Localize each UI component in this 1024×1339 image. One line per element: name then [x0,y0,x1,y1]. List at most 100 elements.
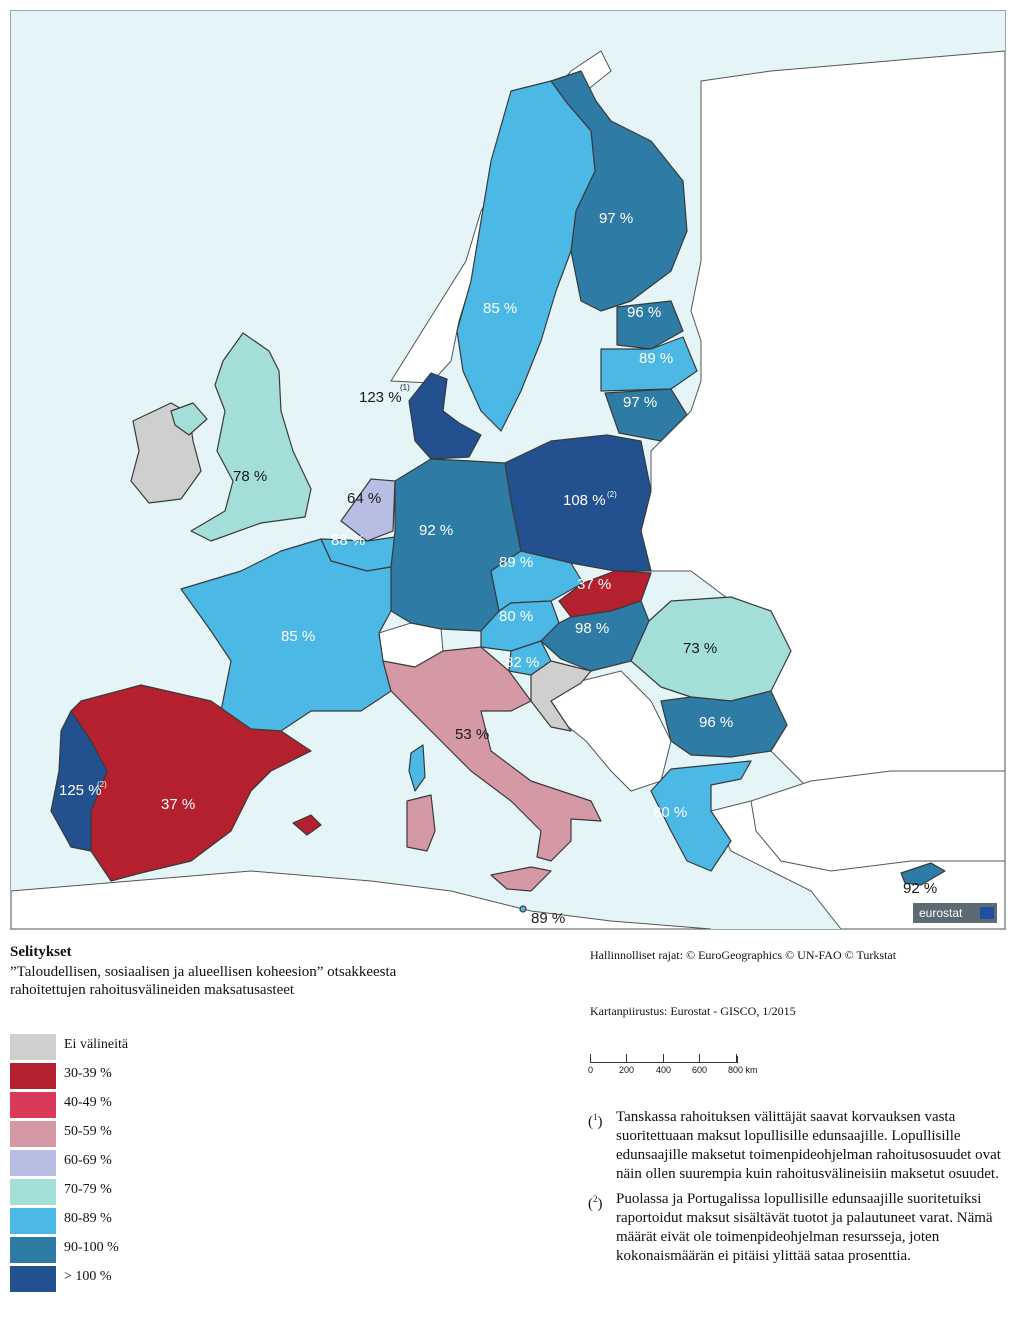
legend-swatch [10,1063,56,1089]
greece [650,760,752,872]
label-slovakia: 37 % [577,576,611,593]
label-italy: 53 % [455,726,489,743]
footnote-number: 2 [593,1194,598,1204]
legend: Selitykset ”Taloudellisen, sosiaalisen j… [10,944,570,1292]
eu-flag-icon [980,907,994,919]
europe-map: 97 % 85 % 96 % 89 % 97 % 123 % (1) 78 % … [11,11,1005,929]
label-uk: 78 % [233,468,267,485]
footnote-number: 1 [593,1112,598,1122]
label-denmark: 123 % [359,389,402,406]
latvia [600,336,698,392]
legend-swatch [10,1208,56,1234]
lithuania [604,388,688,442]
scale-tick-label: 800 km [728,1065,758,1075]
scale-tick-label: 200 [619,1065,635,1075]
label-malta: 89 % [531,910,565,927]
legend-swatch [10,1266,56,1292]
legend-label: 60-69 % [64,1153,112,1168]
label-latvia: 89 % [639,350,673,367]
legend-label: 50-59 % [64,1124,112,1139]
label-portugal: 125 % [59,782,102,799]
legend-label: 40-49 % [64,1095,112,1110]
scale-tick [590,1054,591,1062]
footnote-text: Puolassa ja Portugalissa lopullisille ed… [616,1191,993,1264]
croatia [530,660,592,732]
label-slovenia: 82 % [505,654,539,671]
portugal [50,710,108,852]
footnote-marker: (1) [588,1112,603,1130]
legend-label: 30-39 % [64,1066,112,1081]
scale-tick-label: 0 [588,1065,594,1075]
uk [190,332,312,542]
scale-bar-line [590,1056,738,1063]
scale-tick-label: 400 [656,1065,672,1075]
label-belgium: 88 % [331,532,365,549]
scale-tick [626,1054,627,1062]
credit-boundaries: Hallinnolliset rajat: © EuroGeographics … [590,948,897,962]
legend-swatch [10,1150,56,1176]
label-cyprus: 92 % [903,880,937,897]
scale-tick-label: 600 [692,1065,708,1075]
credit-cartography: Kartanpiirustus: Eurostat - GISCO, 1/201… [590,1004,796,1018]
romania [630,596,792,702]
scale-tick [663,1054,664,1062]
label-czechia: 89 % [499,554,533,571]
legend-label: Ei välineitä [64,1037,129,1052]
footnote-text: Tanskassa rahoituksen välittäjät saavat … [616,1109,1001,1182]
label-sweden: 85 % [483,300,517,317]
legend-label: > 100 % [64,1269,112,1284]
corsica [408,744,426,792]
label-poland: 108 % [563,492,606,509]
scale-tick [699,1054,700,1062]
bulgaria [660,690,788,758]
label-finland: 97 % [599,210,633,227]
legend-label: 80-89 % [64,1211,112,1226]
map-panel: 97 % 85 % 96 % 89 % 97 % 123 % (1) 78 % … [10,10,1006,930]
eurostat-logo-text: eurostat [919,906,963,920]
label-spain: 37 % [161,796,195,813]
north-africa [11,870,712,929]
label-france: 85 % [281,628,315,645]
denmark [408,372,482,460]
northern-ireland [170,402,208,436]
footnote: (1) Tanskassa rahoituksen välittäjät saa… [588,1108,1004,1184]
label-romania: 73 % [683,640,717,657]
label-netherlands: 64 % [347,490,381,507]
label-denmark-note: (1) [400,383,410,392]
cyprus [900,862,946,886]
legend-label: 70-79 % [64,1182,112,1197]
label-lithuania: 97 % [623,394,657,411]
legend-swatch [10,1121,56,1147]
scale-bar: 0 200 400 600 800 km [588,1054,780,1080]
scale-tick [736,1054,737,1062]
legend-swatch [10,1034,56,1060]
legend-label: 90-100 % [64,1240,119,1255]
label-poland-note: (2) [607,490,617,499]
label-bulgaria: 96 % [699,714,733,731]
label-austria: 80 % [499,608,533,625]
turkey [750,770,1005,872]
eurostat-logo: eurostat [913,903,997,923]
balearics [292,814,322,836]
label-portugal-note: (2) [97,780,107,789]
map-credits: Hallinnolliset rajat: © EuroGeographics … [590,948,1010,1018]
sicily [490,866,552,892]
footnote: (2) Puolassa ja Portugalissa lopullisill… [588,1190,1004,1266]
malta [519,905,527,913]
sweden [456,80,596,432]
label-estonia: 96 % [627,304,661,321]
legend-swatch [10,1179,56,1205]
legend-swatch [10,1237,56,1263]
label-germany: 92 % [419,522,453,539]
label-hungary: 98 % [575,620,609,637]
legend-subtitle: ”Taloudellisen, sosiaalisen ja alueellis… [10,964,397,998]
netherlands [340,478,396,542]
legend-title: Selitykset [10,944,72,960]
label-greece: 80 % [653,804,687,821]
footnotes: (1) Tanskassa rahoituksen välittäjät saa… [588,1108,1004,1272]
footnote-marker: (2) [588,1194,603,1212]
estonia [616,300,684,350]
norway [390,50,612,384]
italy [382,646,602,862]
sardinia [406,794,436,852]
